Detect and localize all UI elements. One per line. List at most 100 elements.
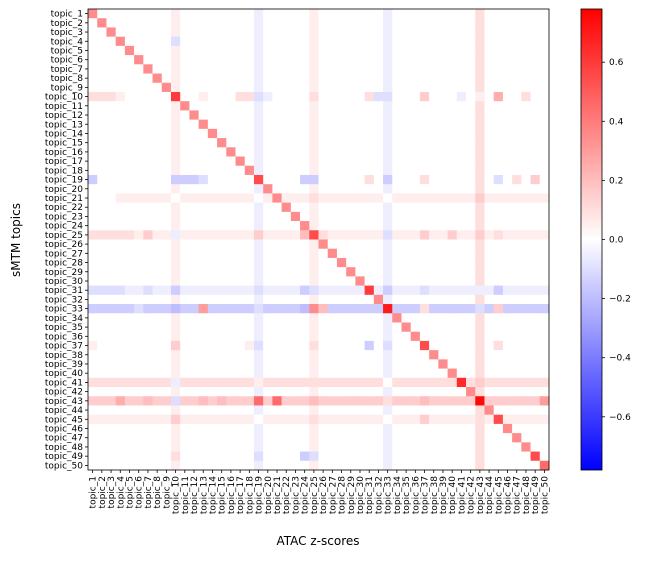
heatmap-cell <box>124 147 135 157</box>
heatmap-cell <box>106 138 116 148</box>
heatmap-cell <box>392 239 402 250</box>
heatmap-cell <box>336 423 347 434</box>
heatmap-cell <box>383 221 393 231</box>
heatmap-cell <box>429 230 439 240</box>
heatmap-cell <box>318 377 329 388</box>
heatmap-cell <box>198 304 209 314</box>
heatmap-cell <box>253 294 264 305</box>
heatmap-cell <box>429 221 439 231</box>
heatmap-cell <box>512 165 522 176</box>
heatmap-cell <box>170 377 181 388</box>
heatmap-cell <box>383 64 393 74</box>
heatmap-cell <box>539 433 550 443</box>
heatmap-cell <box>530 147 541 157</box>
heatmap-cell <box>88 304 98 314</box>
heatmap-cell <box>438 248 448 259</box>
heatmap-cell <box>143 350 153 360</box>
heatmap-cell <box>410 147 421 157</box>
heatmap-cell <box>235 313 246 323</box>
heatmap-cell <box>429 313 439 323</box>
heatmap-cell <box>106 221 116 231</box>
heatmap-cell <box>170 230 181 240</box>
heatmap-cell <box>512 248 522 259</box>
heatmap-cell <box>97 248 107 259</box>
x-tick-label: topic_11 <box>181 476 191 514</box>
heatmap-cell <box>327 221 338 231</box>
heatmap-cell <box>217 350 227 360</box>
heatmap-cell <box>401 174 411 185</box>
heatmap-cell <box>419 147 430 157</box>
heatmap-cell <box>502 128 513 139</box>
heatmap-cell <box>502 368 513 379</box>
heatmap-cell <box>263 165 273 176</box>
heatmap-cell <box>383 147 393 157</box>
heatmap-cell <box>346 211 356 222</box>
heatmap-cell <box>429 414 439 425</box>
heatmap-cell <box>484 267 494 277</box>
heatmap-cell <box>309 387 319 397</box>
heatmap-cell <box>198 451 209 462</box>
heatmap-cell <box>456 396 467 406</box>
heatmap-cell <box>272 442 282 452</box>
heatmap-cell <box>392 184 402 194</box>
heatmap-cell <box>327 128 338 139</box>
heatmap-cell <box>309 331 319 342</box>
heatmap-cell <box>373 451 384 462</box>
heatmap-cell <box>152 442 163 452</box>
heatmap-cell <box>521 267 531 277</box>
heatmap-cell <box>493 239 504 250</box>
heatmap-cell <box>272 294 282 305</box>
colorbar-tick-label: 0.0 <box>609 236 624 246</box>
heatmap-cell <box>447 138 458 148</box>
heatmap-cell <box>115 387 126 397</box>
heatmap-cell <box>346 304 356 314</box>
heatmap-cell <box>134 128 144 139</box>
heatmap-cell <box>355 423 365 434</box>
heatmap-cell <box>152 45 163 56</box>
heatmap-cell <box>290 73 301 84</box>
heatmap-cell <box>244 18 255 28</box>
heatmap-cell <box>97 119 107 130</box>
heatmap-cell <box>143 119 153 130</box>
heatmap-cell <box>346 414 356 425</box>
heatmap-cell <box>521 147 531 157</box>
heatmap-cell <box>502 119 513 130</box>
heatmap-cell <box>207 211 218 222</box>
heatmap-cell <box>180 313 190 323</box>
heatmap-cell <box>401 276 411 286</box>
heatmap-cell <box>429 257 439 268</box>
heatmap-cell <box>235 276 246 286</box>
heatmap-cell <box>318 359 329 369</box>
heatmap-cell <box>447 82 458 93</box>
heatmap-cell <box>429 359 439 369</box>
x-tick-label: topic_35 <box>402 476 412 514</box>
heatmap-cell <box>493 433 504 443</box>
heatmap-cell <box>290 340 301 351</box>
heatmap-cell <box>170 387 181 397</box>
heatmap-cell <box>207 442 218 452</box>
heatmap-cell <box>512 73 522 84</box>
heatmap-cell <box>235 387 246 397</box>
heatmap-cell <box>466 304 476 314</box>
y-tick-label: topic_24 <box>45 222 83 232</box>
heatmap-cell <box>456 193 467 203</box>
heatmap-cell <box>290 36 301 47</box>
heatmap-cell <box>88 248 98 259</box>
heatmap-cell <box>207 36 218 47</box>
heatmap-cell <box>502 396 513 406</box>
heatmap-cell <box>392 340 402 351</box>
heatmap-cell <box>383 350 393 360</box>
heatmap-cell <box>281 138 292 148</box>
heatmap-cell <box>466 138 476 148</box>
heatmap-cell <box>410 414 421 425</box>
heatmap-cell <box>456 230 467 240</box>
heatmap-cell <box>521 239 531 250</box>
heatmap-cell <box>438 27 448 37</box>
heatmap-cell <box>419 110 430 120</box>
heatmap-cell <box>281 184 292 194</box>
heatmap-cell <box>355 128 365 139</box>
heatmap-cell <box>272 55 282 65</box>
heatmap-cell <box>318 156 329 167</box>
heatmap-cell <box>346 377 356 388</box>
heatmap-cell <box>539 230 550 240</box>
